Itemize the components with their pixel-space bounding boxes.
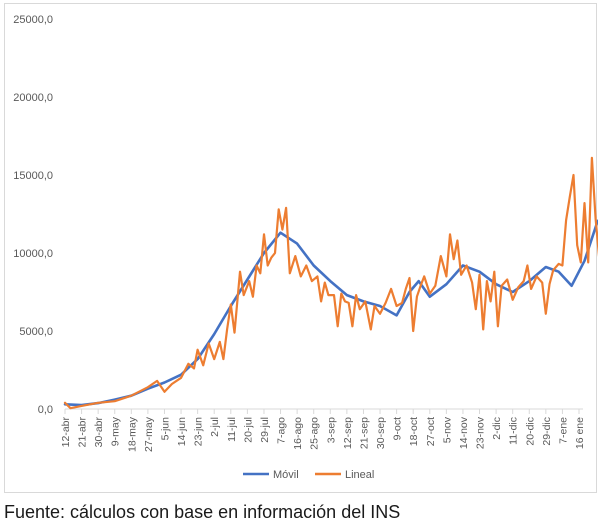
x-tick-label: 27-may	[143, 416, 155, 452]
x-tick-label: 29-dic	[541, 417, 553, 446]
x-tick-label: 11-jul	[226, 417, 238, 442]
x-tick-label: 21-abr	[77, 417, 89, 448]
x-tick-label: 12-sep	[342, 417, 354, 449]
chart-frame: 0,0 5000,0 10000,0 15000,0 20000,0 25000,0 12…	[4, 3, 598, 493]
x-tick-label: 25-ago	[309, 417, 321, 450]
y-tick-label: 0,0	[38, 404, 53, 416]
x-tick-label: 2-dic	[491, 417, 503, 440]
x-tick-label: 30-abr	[93, 417, 105, 448]
x-tick-label: 7-ago	[276, 417, 288, 444]
x-tick-label: 14-jun	[176, 417, 188, 446]
x-tick-label: 20-jul	[242, 417, 254, 443]
x-tick-label: 23-jun	[193, 417, 205, 446]
source-note: Fuente: cálculos con base en información…	[4, 502, 401, 522]
y-tick-label: 5000,0	[19, 326, 53, 338]
y-tick-label: 10000,0	[13, 248, 53, 260]
y-tick-label: 25000,0	[13, 14, 53, 26]
x-tick-label: 27-oct	[425, 417, 437, 446]
legend: Móvil Lineal	[243, 469, 374, 481]
line-chart: 0,0 5000,0 10000,0 15000,0 20000,0 25000,0 12…	[13, 14, 598, 481]
legend-label-lineal: Lineal	[345, 469, 374, 481]
x-tick-label: 18-oct	[408, 417, 420, 446]
x-tick-label: 3-sep	[325, 417, 337, 443]
y-tick-label: 15000,0	[13, 170, 53, 182]
x-tick-label: 14-nov	[458, 416, 470, 449]
x-tick-label: 21-sep	[358, 417, 370, 449]
x-tick-label: 16 ene	[574, 417, 586, 449]
series-line-movil	[63, 219, 598, 407]
x-tick-label: 7-ene	[557, 417, 569, 444]
y-axis: 0,0 5000,0 10000,0 15000,0 20000,0 25000,0	[13, 14, 53, 416]
y-tick-label: 20000,0	[13, 92, 53, 104]
x-tick-label: 18-may	[126, 416, 138, 452]
x-tick-label: 29-jul	[259, 417, 271, 443]
x-tick-label: 5-nov	[441, 416, 453, 443]
x-tick-label: 12-abr	[60, 417, 72, 448]
x-tick-label: 11-dic	[508, 417, 520, 445]
x-tick-label: 9-may	[110, 416, 122, 446]
legend-label-movil: Móvil	[273, 469, 299, 481]
x-tick-label: 16-ago	[292, 417, 304, 450]
x-tick-label: 5-jun	[159, 417, 171, 441]
x-tick-label: 30-sep	[375, 417, 387, 449]
x-tick-label: 20-dic	[524, 417, 536, 446]
plot-lines	[63, 156, 598, 410]
x-axis: 12-abr 21-abr 30-abr 9-may 18-may 27-may 5-jun…	[60, 408, 586, 452]
x-tick-label: 9-oct	[392, 417, 404, 440]
series-line-lineal	[63, 156, 598, 410]
x-tick-label: 23-nov	[475, 416, 487, 449]
x-tick-label: 2-jul	[209, 417, 221, 437]
